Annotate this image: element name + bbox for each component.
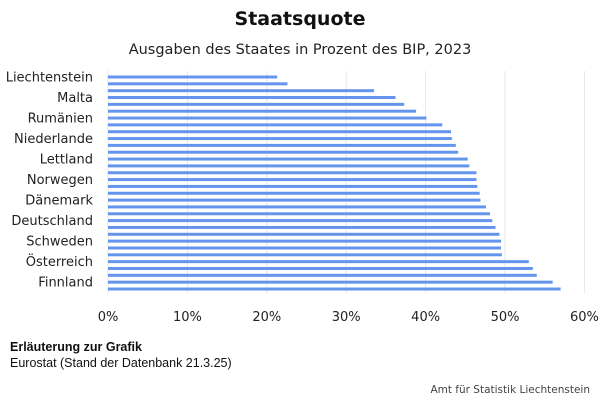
bar [108, 137, 452, 141]
bar [108, 102, 405, 106]
bar [108, 266, 533, 270]
bar [108, 260, 529, 264]
bar [108, 184, 478, 188]
bar [108, 82, 288, 86]
bar [108, 89, 375, 93]
bar [108, 116, 427, 120]
x-tick-label: 60% [570, 310, 599, 325]
category-label: Schweden [26, 235, 93, 250]
bar [108, 164, 470, 168]
x-tick-label: 40% [411, 310, 440, 325]
bar [108, 246, 502, 250]
category-label: Liechtenstein [6, 71, 93, 86]
bar [108, 280, 553, 284]
chart-subtitle: Ausgaben des Staates in Prozent des BIP,… [128, 42, 472, 58]
bar [108, 287, 561, 291]
bar [108, 109, 417, 113]
notes-text: Eurostat (Stand der Datenbank 21.3.25) [10, 356, 232, 370]
category-label: Lettland [40, 153, 93, 168]
category-label: Niederlande [14, 132, 93, 147]
bar [108, 205, 486, 209]
bar [108, 123, 443, 127]
bar [108, 273, 537, 277]
bar [108, 239, 502, 243]
category-label: Dänemark [25, 194, 93, 209]
category-label: Deutschland [11, 214, 93, 229]
bar [108, 253, 502, 257]
bar [108, 157, 468, 161]
source-credit: Amt für Statistik Liechtenstein [430, 384, 590, 396]
bar [108, 178, 477, 182]
x-tick-label: 0% [98, 310, 119, 325]
bar [108, 171, 477, 175]
bar [108, 150, 459, 154]
bar [108, 232, 500, 236]
bars [108, 75, 561, 291]
bar [108, 191, 480, 195]
bar [108, 130, 452, 134]
category-label: Finnland [38, 276, 93, 291]
category-labels: Liechtenstein Malta Rumänien Niederlande Let… [6, 71, 94, 291]
category-label: Österreich [26, 253, 93, 270]
category-label: Malta [57, 91, 93, 106]
bar [108, 96, 396, 100]
x-tick-label: 30% [332, 310, 361, 325]
x-tick-label: 20% [252, 310, 281, 325]
bar [108, 75, 278, 79]
category-label: Norwegen [27, 173, 93, 188]
x-tick-labels: 0% 10% 20% 30% 40% 50% 60% [98, 310, 599, 325]
bar [108, 143, 456, 147]
x-tick-label: 10% [173, 310, 202, 325]
category-label: Rumänien [28, 112, 93, 127]
x-tick-label: 50% [491, 310, 520, 325]
bar [108, 219, 493, 223]
notes-title: Erläuterung zur Grafik [10, 340, 142, 354]
bar [108, 198, 481, 202]
bar [108, 212, 490, 216]
chart-title: Staatsquote [234, 8, 366, 30]
bar [108, 225, 496, 229]
